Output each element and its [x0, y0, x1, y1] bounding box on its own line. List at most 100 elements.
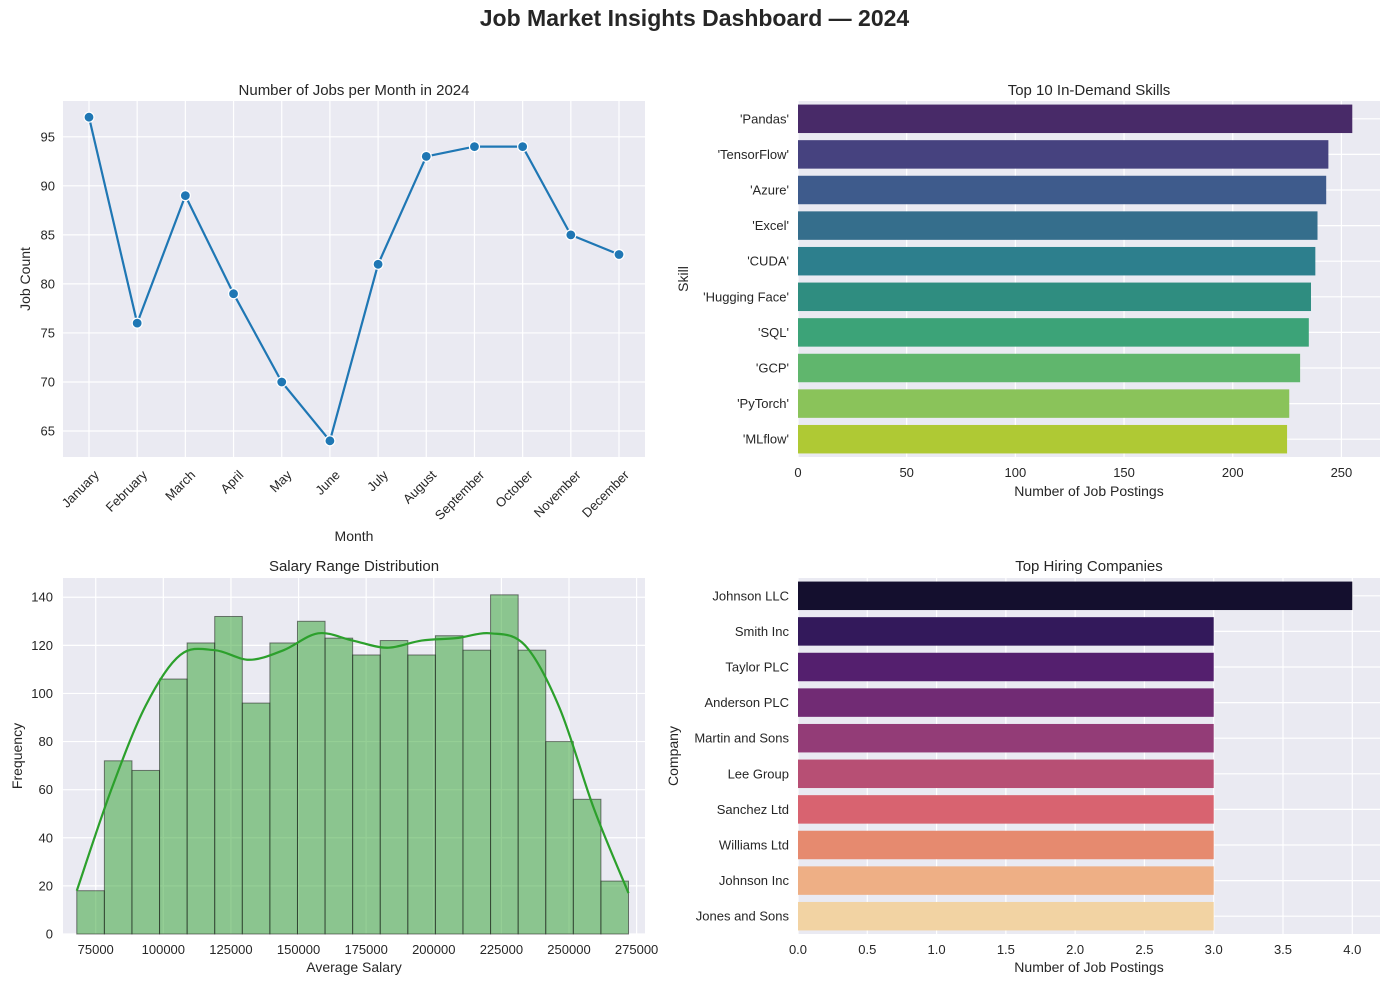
- data-point-may: [276, 376, 288, 388]
- data-point-february: [131, 317, 143, 329]
- x-tick-label: 200: [1222, 465, 1244, 480]
- bar: [798, 282, 1311, 312]
- x-tick-label: 250000: [547, 942, 590, 957]
- data-point-september: [468, 141, 481, 153]
- y-tick-label: 'GCP': [756, 361, 789, 376]
- x-tick-label: April: [217, 467, 246, 496]
- y-tick-label: Martin and Sons: [694, 731, 789, 746]
- y-tick-label: 40: [39, 830, 53, 845]
- x-tick-label: July: [364, 467, 391, 494]
- x-tick-label: 150000: [277, 942, 320, 957]
- y-tick-label: Lee Group: [728, 766, 789, 781]
- y-tick-label: Sanchez Ltd: [717, 802, 789, 817]
- x-tick-label: November: [531, 467, 584, 520]
- x-tick-label: 100000: [142, 942, 185, 957]
- y-tick-label: 80: [39, 734, 53, 749]
- y-tick-label: 70: [41, 374, 55, 389]
- y-tick-label: 'CUDA': [747, 254, 789, 269]
- bar: [798, 901, 1214, 931]
- bar: [798, 688, 1214, 717]
- chart-title: Top 10 In-Demand Skills: [1008, 82, 1171, 99]
- dashboard-title: Job Market Insights Dashboard — 2024: [479, 5, 910, 31]
- histogram-bar: [434, 635, 464, 935]
- x-tick-label: 0.5: [858, 942, 876, 957]
- bar: [798, 140, 1329, 169]
- x-tick-label: September: [432, 467, 488, 523]
- bar: [798, 866, 1214, 895]
- y-tick-label: 95: [41, 129, 55, 144]
- x-tick-label: 1.5: [997, 942, 1015, 957]
- histogram-bar: [600, 880, 630, 935]
- y-tick-label: 65: [41, 424, 55, 439]
- chart-title: Number of Jobs per Month in 2024: [239, 82, 470, 99]
- y-axis-label: Company: [665, 726, 681, 786]
- x-axis-label: Average Salary: [306, 959, 401, 975]
- bar: [798, 759, 1214, 789]
- data-point-march: [179, 190, 191, 202]
- x-tick-label: 0: [794, 465, 801, 480]
- x-tick-label: October: [492, 467, 536, 511]
- y-tick-label: 'TensorFlow': [718, 147, 789, 162]
- top-companies-chart: Johnson LLC Smith Inc Taylor PLC Anderson P…: [665, 558, 1380, 975]
- histogram-bar: [269, 642, 298, 935]
- x-tick-label: 125000: [209, 942, 252, 957]
- x-axis-label: Number of Job Postings: [1014, 483, 1163, 499]
- histogram-bar: [572, 798, 602, 935]
- x-tick-label: 150: [1113, 465, 1135, 480]
- x-tick-label: 0.0: [789, 942, 807, 957]
- bar: [798, 246, 1316, 276]
- histogram-bar: [407, 654, 436, 935]
- x-axis-label: Number of Job Postings: [1014, 959, 1163, 975]
- y-axis-label: Frequency: [9, 723, 25, 789]
- x-tick-label: 2.0: [1066, 942, 1084, 957]
- y-tick-label: Anderson PLC: [704, 695, 789, 710]
- histogram-bar: [214, 615, 243, 935]
- x-tick-label: February: [103, 467, 151, 515]
- x-tick-label: 1.0: [928, 942, 946, 957]
- y-tick-label: 100: [31, 686, 53, 701]
- salary-distribution-chart: 0 20 40 60 80 100 120 140 75000 100000 125000 15000…: [9, 558, 658, 975]
- bar: [798, 581, 1353, 611]
- y-tick-label: 60: [39, 782, 53, 797]
- x-tick-label: 3.0: [1205, 942, 1223, 957]
- histogram-bar: [296, 620, 326, 935]
- y-tick-label: 20: [39, 878, 53, 893]
- y-tick-label: Johnson LLC: [712, 588, 789, 603]
- y-tick-label: Smith Inc: [735, 624, 790, 639]
- y-tick-label: Jones and Sons: [696, 909, 790, 924]
- x-tick-label: January: [59, 467, 103, 511]
- y-axis-label: Job Count: [17, 247, 33, 311]
- data-point-july: [372, 258, 384, 270]
- x-tick-label: 175000: [344, 942, 387, 957]
- y-tick-label: 0: [46, 927, 53, 942]
- plot-area: [63, 101, 645, 457]
- y-tick-label: 'Hugging Face': [703, 289, 789, 304]
- y-tick-label: 90: [41, 178, 55, 193]
- histogram-bar: [103, 760, 133, 935]
- data-point-april: [227, 288, 240, 300]
- x-tick-label: 3.5: [1274, 942, 1292, 957]
- bar: [798, 389, 1290, 418]
- bar: [798, 175, 1327, 205]
- y-tick-label: 75: [41, 325, 55, 340]
- y-tick-label: 'Pandas': [740, 111, 789, 126]
- y-tick-label: 'MLflow': [743, 432, 789, 447]
- chart-title: Salary Range Distribution: [269, 558, 439, 575]
- bar: [798, 723, 1214, 753]
- data-point-january: [83, 111, 95, 123]
- y-tick-label: 'PyTorch': [737, 396, 789, 411]
- x-axis-label: Month: [335, 528, 374, 544]
- x-tick-label: June: [312, 467, 343, 498]
- y-tick-label: Williams Ltd: [719, 838, 789, 853]
- x-tick-label: 75000: [78, 942, 114, 957]
- histogram-bar: [545, 741, 574, 935]
- y-tick-label: Johnson Inc: [719, 873, 790, 888]
- x-tick-label: August: [400, 467, 439, 506]
- data-point-november: [565, 229, 577, 241]
- y-tick-label: 120: [31, 638, 53, 653]
- x-tick-label: 50: [899, 465, 913, 480]
- bar: [798, 211, 1318, 240]
- x-tick-label: 275000: [615, 942, 658, 957]
- x-tick-label: May: [267, 467, 295, 495]
